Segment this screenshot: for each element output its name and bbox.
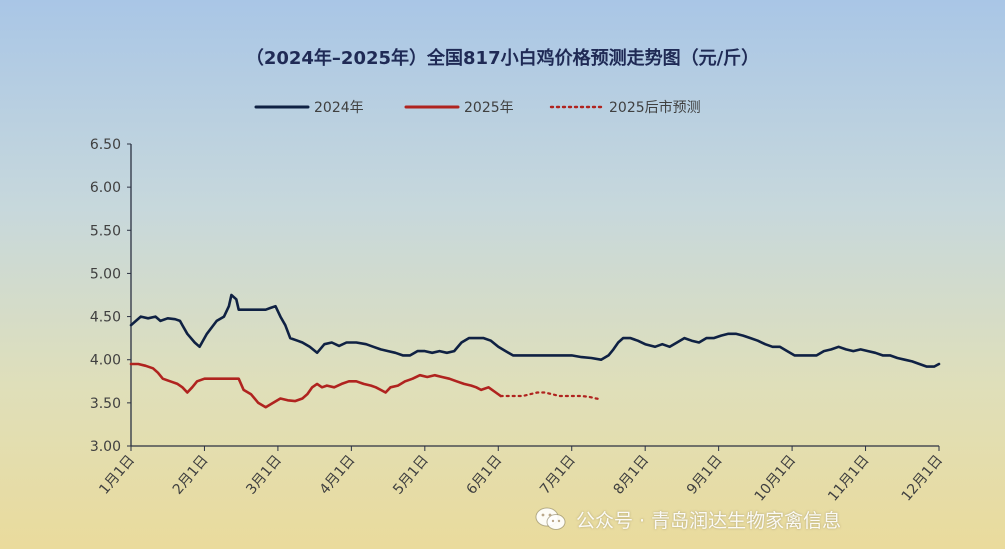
y-tick-label: 4.50 [90, 310, 121, 326]
y-tick-label: 4.00 [90, 353, 121, 369]
series-2025-forecast-line [499, 391, 603, 401]
legend-2025: 2025年 [404, 100, 514, 116]
legend-label: 2025年 [464, 100, 514, 116]
y-tick-label: 6.50 [90, 137, 121, 153]
series-2025-line [129, 362, 503, 409]
chart-title: （2024年–2025年）全国817小白鸡价格预测走势图（元/斤） [245, 48, 760, 69]
legend-2024: 2024年 [254, 100, 364, 116]
x-tick-label: 7月1日 [537, 452, 579, 497]
series-2024-line [129, 293, 941, 368]
legend-2025-forecast: 2025后市预测 [549, 99, 701, 116]
wechat-icon [535, 507, 566, 530]
x-tick-label: 11月1日 [825, 452, 872, 504]
legend-label: 2025后市预测 [609, 99, 701, 116]
x-tick-label: 4月1日 [317, 452, 359, 497]
y-tick-label: 6.00 [90, 180, 121, 196]
legend-label: 2024年 [314, 100, 364, 116]
x-tick-label: 6月1日 [464, 452, 506, 497]
x-tick-label: 12月1日 [899, 452, 946, 504]
y-tick-label: 3.00 [90, 439, 121, 455]
x-tick-label: 8月1日 [611, 452, 653, 497]
x-tick-label: 9月1日 [684, 452, 726, 497]
watermark-text: 公众号 · 青岛润达生物家禽信息 [576, 509, 842, 532]
x-tick-label: 2月1日 [170, 452, 212, 497]
x-tick-label: 1月1日 [96, 452, 138, 497]
x-tick-label: 5月1日 [390, 452, 432, 497]
y-tick-label: 5.00 [90, 266, 121, 282]
watermark: 公众号 · 青岛润达生物家禽信息 [534, 504, 841, 534]
y-tick-label: 5.50 [90, 223, 121, 239]
x-tick-label: 3月1日 [243, 452, 285, 497]
y-tick-label: 3.50 [90, 396, 121, 412]
x-tick-label: 10月1日 [752, 452, 799, 504]
